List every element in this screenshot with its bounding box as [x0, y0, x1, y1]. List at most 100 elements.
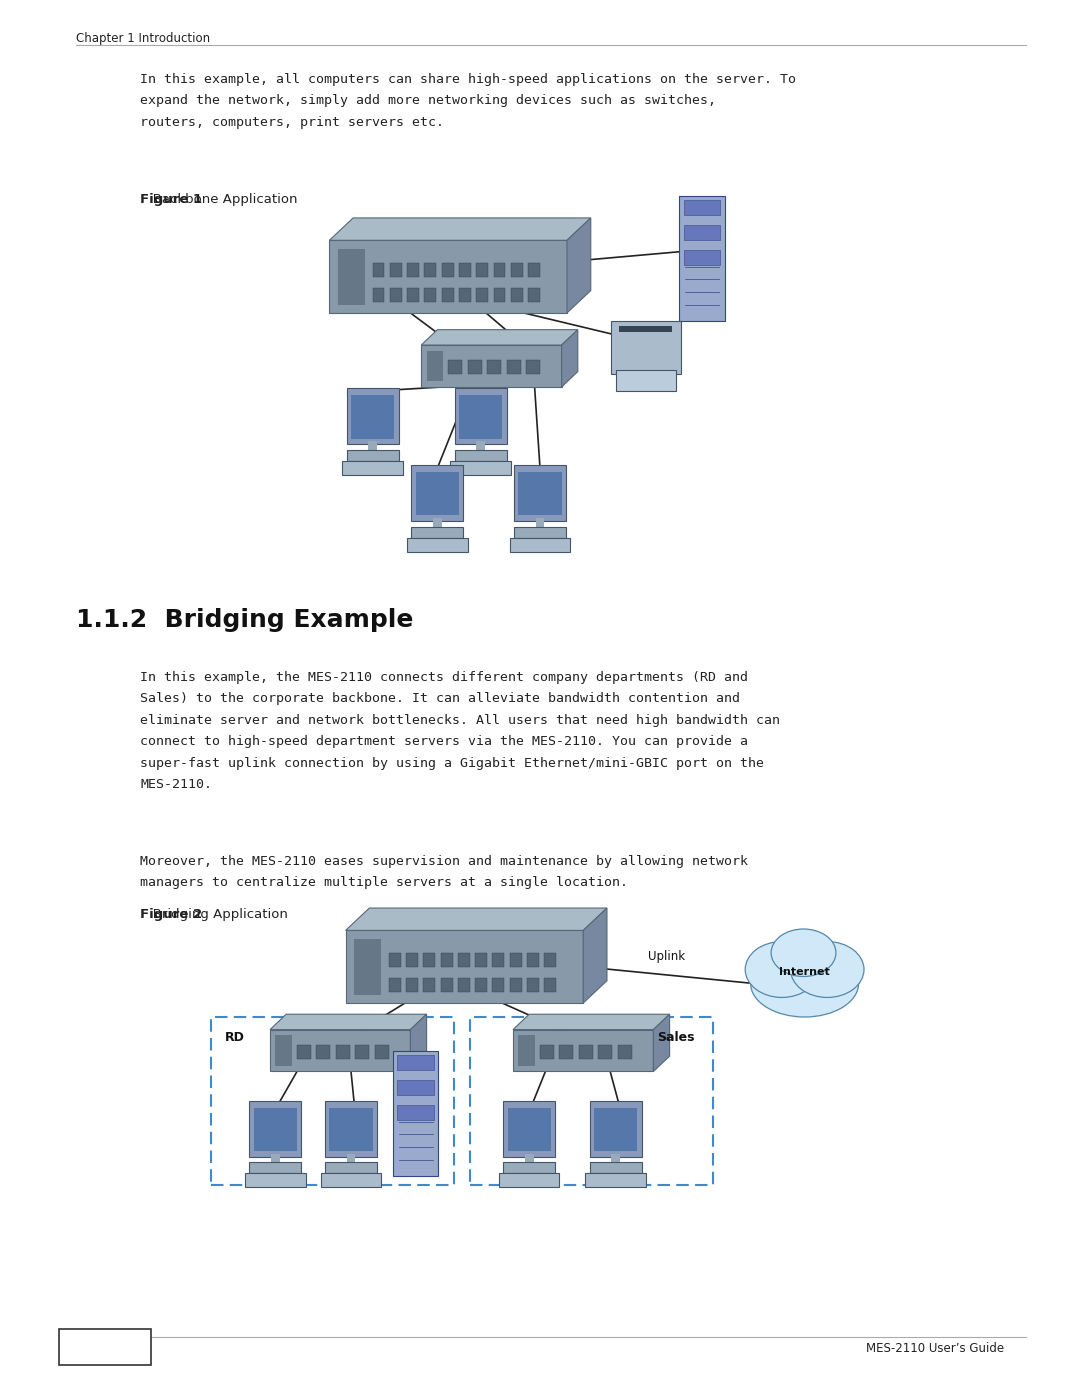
FancyBboxPatch shape — [373, 288, 384, 302]
FancyBboxPatch shape — [342, 461, 403, 475]
FancyBboxPatch shape — [559, 1045, 573, 1059]
FancyBboxPatch shape — [423, 953, 435, 967]
FancyBboxPatch shape — [325, 1162, 377, 1173]
FancyBboxPatch shape — [611, 321, 681, 374]
FancyBboxPatch shape — [598, 1045, 612, 1059]
FancyBboxPatch shape — [450, 461, 511, 475]
FancyBboxPatch shape — [616, 370, 676, 391]
FancyBboxPatch shape — [355, 1045, 369, 1059]
FancyBboxPatch shape — [492, 978, 504, 992]
FancyBboxPatch shape — [536, 518, 544, 532]
FancyBboxPatch shape — [540, 1045, 554, 1059]
FancyBboxPatch shape — [329, 240, 567, 313]
FancyBboxPatch shape — [514, 527, 566, 538]
FancyBboxPatch shape — [421, 345, 562, 387]
FancyBboxPatch shape — [684, 200, 720, 215]
Text: 20: 20 — [93, 1338, 117, 1355]
FancyBboxPatch shape — [249, 1162, 301, 1173]
FancyBboxPatch shape — [389, 978, 401, 992]
FancyBboxPatch shape — [347, 388, 399, 444]
FancyBboxPatch shape — [459, 288, 471, 302]
FancyBboxPatch shape — [321, 1173, 381, 1187]
FancyBboxPatch shape — [271, 1154, 280, 1168]
FancyBboxPatch shape — [59, 1329, 151, 1365]
FancyBboxPatch shape — [468, 360, 482, 374]
Polygon shape — [513, 1014, 670, 1030]
FancyBboxPatch shape — [508, 1108, 551, 1151]
FancyBboxPatch shape — [684, 250, 720, 265]
FancyBboxPatch shape — [373, 263, 384, 277]
FancyBboxPatch shape — [316, 1045, 330, 1059]
FancyBboxPatch shape — [476, 263, 488, 277]
FancyBboxPatch shape — [249, 1101, 301, 1157]
FancyBboxPatch shape — [455, 388, 507, 444]
FancyBboxPatch shape — [406, 978, 418, 992]
FancyBboxPatch shape — [510, 978, 522, 992]
FancyBboxPatch shape — [347, 450, 399, 461]
FancyBboxPatch shape — [459, 263, 471, 277]
FancyBboxPatch shape — [585, 1173, 646, 1187]
FancyBboxPatch shape — [579, 1045, 593, 1059]
Polygon shape — [583, 908, 607, 1003]
FancyBboxPatch shape — [518, 1035, 535, 1066]
FancyBboxPatch shape — [458, 953, 470, 967]
Polygon shape — [567, 218, 591, 313]
FancyBboxPatch shape — [297, 1045, 311, 1059]
FancyBboxPatch shape — [347, 1154, 355, 1168]
FancyBboxPatch shape — [424, 288, 436, 302]
FancyBboxPatch shape — [433, 518, 442, 532]
Text: In this example, all computers can share high-speed applications on the server. : In this example, all computers can share… — [140, 73, 796, 129]
Text: 1.1.2  Bridging Example: 1.1.2 Bridging Example — [76, 608, 413, 631]
FancyBboxPatch shape — [270, 1030, 410, 1071]
Polygon shape — [562, 330, 578, 387]
FancyBboxPatch shape — [511, 263, 523, 277]
FancyBboxPatch shape — [679, 196, 725, 321]
FancyBboxPatch shape — [390, 288, 402, 302]
FancyBboxPatch shape — [503, 1162, 555, 1173]
FancyBboxPatch shape — [245, 1173, 306, 1187]
FancyBboxPatch shape — [441, 953, 453, 967]
FancyBboxPatch shape — [544, 953, 556, 967]
Text: Figure 2: Figure 2 — [140, 908, 203, 921]
FancyBboxPatch shape — [325, 1101, 377, 1157]
FancyBboxPatch shape — [507, 360, 521, 374]
FancyBboxPatch shape — [499, 1173, 559, 1187]
FancyBboxPatch shape — [455, 450, 507, 461]
FancyBboxPatch shape — [407, 538, 468, 552]
FancyBboxPatch shape — [476, 288, 488, 302]
FancyBboxPatch shape — [368, 441, 377, 455]
FancyBboxPatch shape — [336, 1045, 350, 1059]
FancyBboxPatch shape — [611, 1154, 620, 1168]
FancyBboxPatch shape — [254, 1108, 297, 1151]
FancyBboxPatch shape — [544, 978, 556, 992]
FancyBboxPatch shape — [590, 1101, 642, 1157]
FancyBboxPatch shape — [416, 472, 459, 515]
FancyBboxPatch shape — [351, 395, 394, 439]
FancyBboxPatch shape — [684, 225, 720, 240]
FancyBboxPatch shape — [397, 1055, 434, 1070]
Text: Chapter 1 Introduction: Chapter 1 Introduction — [76, 32, 210, 45]
FancyBboxPatch shape — [527, 978, 539, 992]
FancyBboxPatch shape — [275, 1035, 292, 1066]
Text: In this example, the MES-2110 connects different company departments (RD and
Sal: In this example, the MES-2110 connects d… — [140, 671, 781, 791]
Text: Sales: Sales — [657, 1031, 694, 1044]
FancyBboxPatch shape — [594, 1108, 637, 1151]
FancyBboxPatch shape — [494, 263, 505, 277]
FancyBboxPatch shape — [346, 930, 583, 1003]
FancyBboxPatch shape — [494, 288, 505, 302]
FancyBboxPatch shape — [424, 263, 436, 277]
Polygon shape — [329, 218, 591, 240]
Text: Bridging Application: Bridging Application — [140, 908, 288, 921]
FancyBboxPatch shape — [407, 288, 419, 302]
FancyBboxPatch shape — [397, 1105, 434, 1120]
Ellipse shape — [751, 950, 859, 1017]
Ellipse shape — [791, 942, 864, 997]
FancyBboxPatch shape — [526, 360, 540, 374]
Polygon shape — [410, 1014, 427, 1071]
Text: Uplink: Uplink — [648, 950, 685, 964]
Text: Moreover, the MES-2110 eases supervision and maintenance by allowing network
man: Moreover, the MES-2110 eases supervision… — [140, 855, 748, 890]
Polygon shape — [421, 330, 578, 345]
FancyBboxPatch shape — [514, 465, 566, 521]
FancyBboxPatch shape — [511, 288, 523, 302]
FancyBboxPatch shape — [510, 538, 570, 552]
